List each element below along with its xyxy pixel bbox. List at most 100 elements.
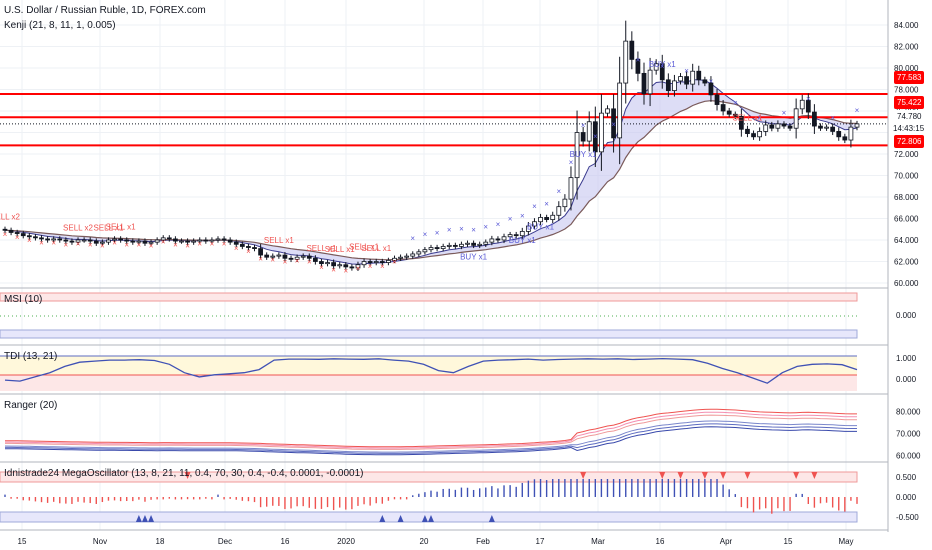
mega-sell-triangle [580,472,587,479]
candle-body [690,70,696,85]
buy-marker: × [806,94,811,103]
candle-body [392,257,397,261]
msi-tick: 0.000 [896,311,917,320]
sell-label: SELL x1 [732,114,762,123]
ema-slow-line [4,100,857,261]
candle-body [769,124,775,129]
candle-body [410,253,416,257]
candle-body [306,255,312,259]
sell-marker: × [270,256,275,265]
candle-body [221,238,227,241]
mega-sell-triangle [811,472,818,479]
candle-body [513,234,519,237]
buy-marker: × [544,200,549,209]
y-tick-1: 82.000 [894,43,919,52]
candle-body [446,244,452,247]
candle-body [325,262,330,265]
tdi-label: TDI (13, 21) [4,351,58,362]
tdi-tick-0: 1.000 [896,354,917,363]
candle-body [465,242,470,245]
candle-body [580,132,586,142]
sell-marker: × [51,238,56,247]
y-tick-12: 60.000 [894,279,919,288]
candle-body [63,239,69,242]
buy-marker: × [410,234,415,243]
candle-body [8,229,14,233]
candle-body [605,108,610,114]
candle-body [659,63,665,81]
candle-body [300,255,306,258]
buy-marker: × [636,56,641,65]
candle-body [696,70,702,81]
ranger-line-1 [5,411,857,449]
candle-body [166,237,172,240]
candle-body [276,254,282,257]
mega-buy-triangle [379,515,386,522]
candle-body [258,248,263,256]
candle-body [179,240,184,243]
ranger-line-2 [5,414,858,450]
candle-body [434,247,440,249]
candle-body [373,261,379,263]
candle-body [349,266,355,269]
sell-marker: × [100,242,105,251]
sell-marker: × [331,265,336,274]
buy-marker: × [733,99,738,108]
mega-sell-triangle [701,472,708,479]
buy-marker: × [508,215,513,224]
ranger-tick-0: 80.000 [896,407,921,416]
sell-marker: × [222,239,227,248]
candle-body [544,217,550,220]
candle-body [422,249,428,253]
buy-marker: × [496,220,501,229]
candle-body [428,247,434,251]
ranger-line-3 [4,420,857,453]
sell-label: SELL x1 [106,222,136,231]
candle-body [416,251,422,255]
buy-label: BUY x1 [527,222,555,231]
candle-body [738,115,744,130]
x-tick-label: 2020 [337,537,355,546]
candle-body [246,246,251,248]
candle-body [507,234,513,238]
mega-buy-triangle [488,515,495,522]
sell-marker: × [343,266,348,275]
candle-body [288,257,294,260]
candle-body [793,108,799,129]
candle-body [452,244,458,247]
x-tick-label: 15 [784,537,793,546]
tdi-line [4,357,858,384]
ranger-line-4 [5,423,857,454]
x-tick-label: 20 [420,537,429,546]
countdown-label: 14:43:15 [890,122,928,135]
sell-label: SELL x1 [349,243,379,252]
candle-body [787,125,793,129]
sell-marker: × [210,239,215,248]
sell-marker: × [234,244,239,253]
y-tick-8: 68.000 [894,193,919,202]
candle-body [848,126,854,141]
candle-body [556,206,562,216]
msi-upper-zone [0,292,858,302]
candle-body [191,240,197,243]
mega-lower-zone [0,511,858,523]
candle-body [854,123,860,128]
candle-body [319,261,324,265]
sell-marker: × [283,258,288,267]
y-tick-2: 80.000 [894,64,919,73]
mega-upper-zone [0,471,858,483]
candle-body [678,76,683,82]
x-tick-label: 18 [156,537,165,546]
mega-sell-triangle [659,472,666,479]
candle-body [203,239,209,242]
ranger-line-5 [5,426,857,456]
candle-body [726,110,732,115]
sell-marker: × [15,233,20,242]
mega-tick-1: 0.000 [896,493,917,502]
mega-tick-0: 0.500 [896,473,917,482]
buy-marker: × [471,225,476,234]
candle-body [538,217,543,223]
candle-body [672,80,677,91]
level-label-3: 72.806 [894,135,925,148]
